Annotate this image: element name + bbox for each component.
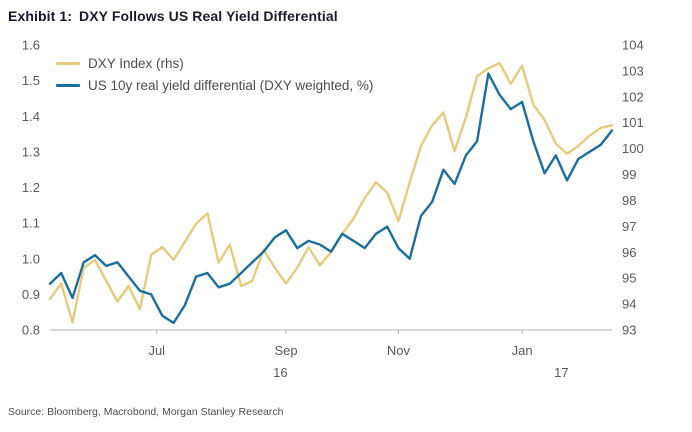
left-axis-tick-label: 1.1 <box>22 216 40 231</box>
chart-title-text: DXY Follows US Real Yield Differential <box>79 8 338 24</box>
right-axis-tick-label: 98 <box>622 193 636 208</box>
x-axis-month-label: Jul <box>148 343 165 358</box>
right-axis-tick-label: 95 <box>622 271 636 286</box>
legend-item-dxy: DXY Index (rhs) <box>56 56 373 71</box>
right-axis-tick-label: 102 <box>622 89 644 104</box>
left-axis-tick-label: 1.5 <box>22 73 40 88</box>
right-axis-tick-label: 103 <box>622 63 644 78</box>
left-axis-tick-label: 1.4 <box>22 109 40 124</box>
chart-title: Exhibit 1: DXY Follows US Real Yield Diff… <box>8 8 338 24</box>
legend-label-dxy: DXY Index (rhs) <box>88 56 184 71</box>
source-note: Source: Bloomberg, Macrobond, Morgan Sta… <box>8 406 284 418</box>
right-axis-tick-label: 94 <box>622 297 636 312</box>
right-axis-tick-label: 99 <box>622 167 636 182</box>
yield-differential-line-swatch <box>56 84 80 87</box>
right-axis-tick-label: 97 <box>622 219 636 234</box>
exhibit-label: Exhibit 1: <box>8 8 73 24</box>
left-axis-tick-label: 0.9 <box>22 287 40 302</box>
right-axis-tick-label: 100 <box>622 141 644 156</box>
right-axis-tick-label: 104 <box>622 38 644 53</box>
right-axis-tick-label: 93 <box>622 323 636 338</box>
left-axis-tick-label: 1.3 <box>22 144 40 159</box>
left-axis-tick-label: 1.2 <box>22 180 40 195</box>
legend-label-yield-differential: US 10y real yield differential (DXY weig… <box>88 78 374 93</box>
line-chart: 1.6 1.5 1.4 1.3 1.2 1.1 1.0 0.9 0.8 104 103 102 101 1… <box>22 38 644 381</box>
yield-differential-line <box>48 72 614 325</box>
x-axis-month-label: Nov <box>387 343 411 358</box>
legend-item-yield-differential: US 10y real yield differential (DXY weig… <box>56 78 373 93</box>
left-axis-tick-label: 0.8 <box>22 323 40 338</box>
x-axis-year-label: 17 <box>554 365 568 380</box>
left-axis-tick-label: 1.0 <box>22 251 40 266</box>
right-axis-tick-label: 101 <box>622 115 644 130</box>
right-axis-tick-label: 96 <box>622 245 636 260</box>
dxy-line-swatch <box>56 62 80 65</box>
legend: DXY Index (rhs) US 10y real yield differ… <box>56 56 373 93</box>
x-axis-year-label: 16 <box>273 365 287 380</box>
chart-area: 1.6 1.5 1.4 1.3 1.2 1.1 1.0 0.9 0.8 104 103 102 101 1… <box>0 30 692 395</box>
x-axis-month-label: Sep <box>274 343 297 358</box>
x-axis-month-label: Jan <box>512 343 533 358</box>
left-axis-tick-label: 1.6 <box>22 38 40 53</box>
